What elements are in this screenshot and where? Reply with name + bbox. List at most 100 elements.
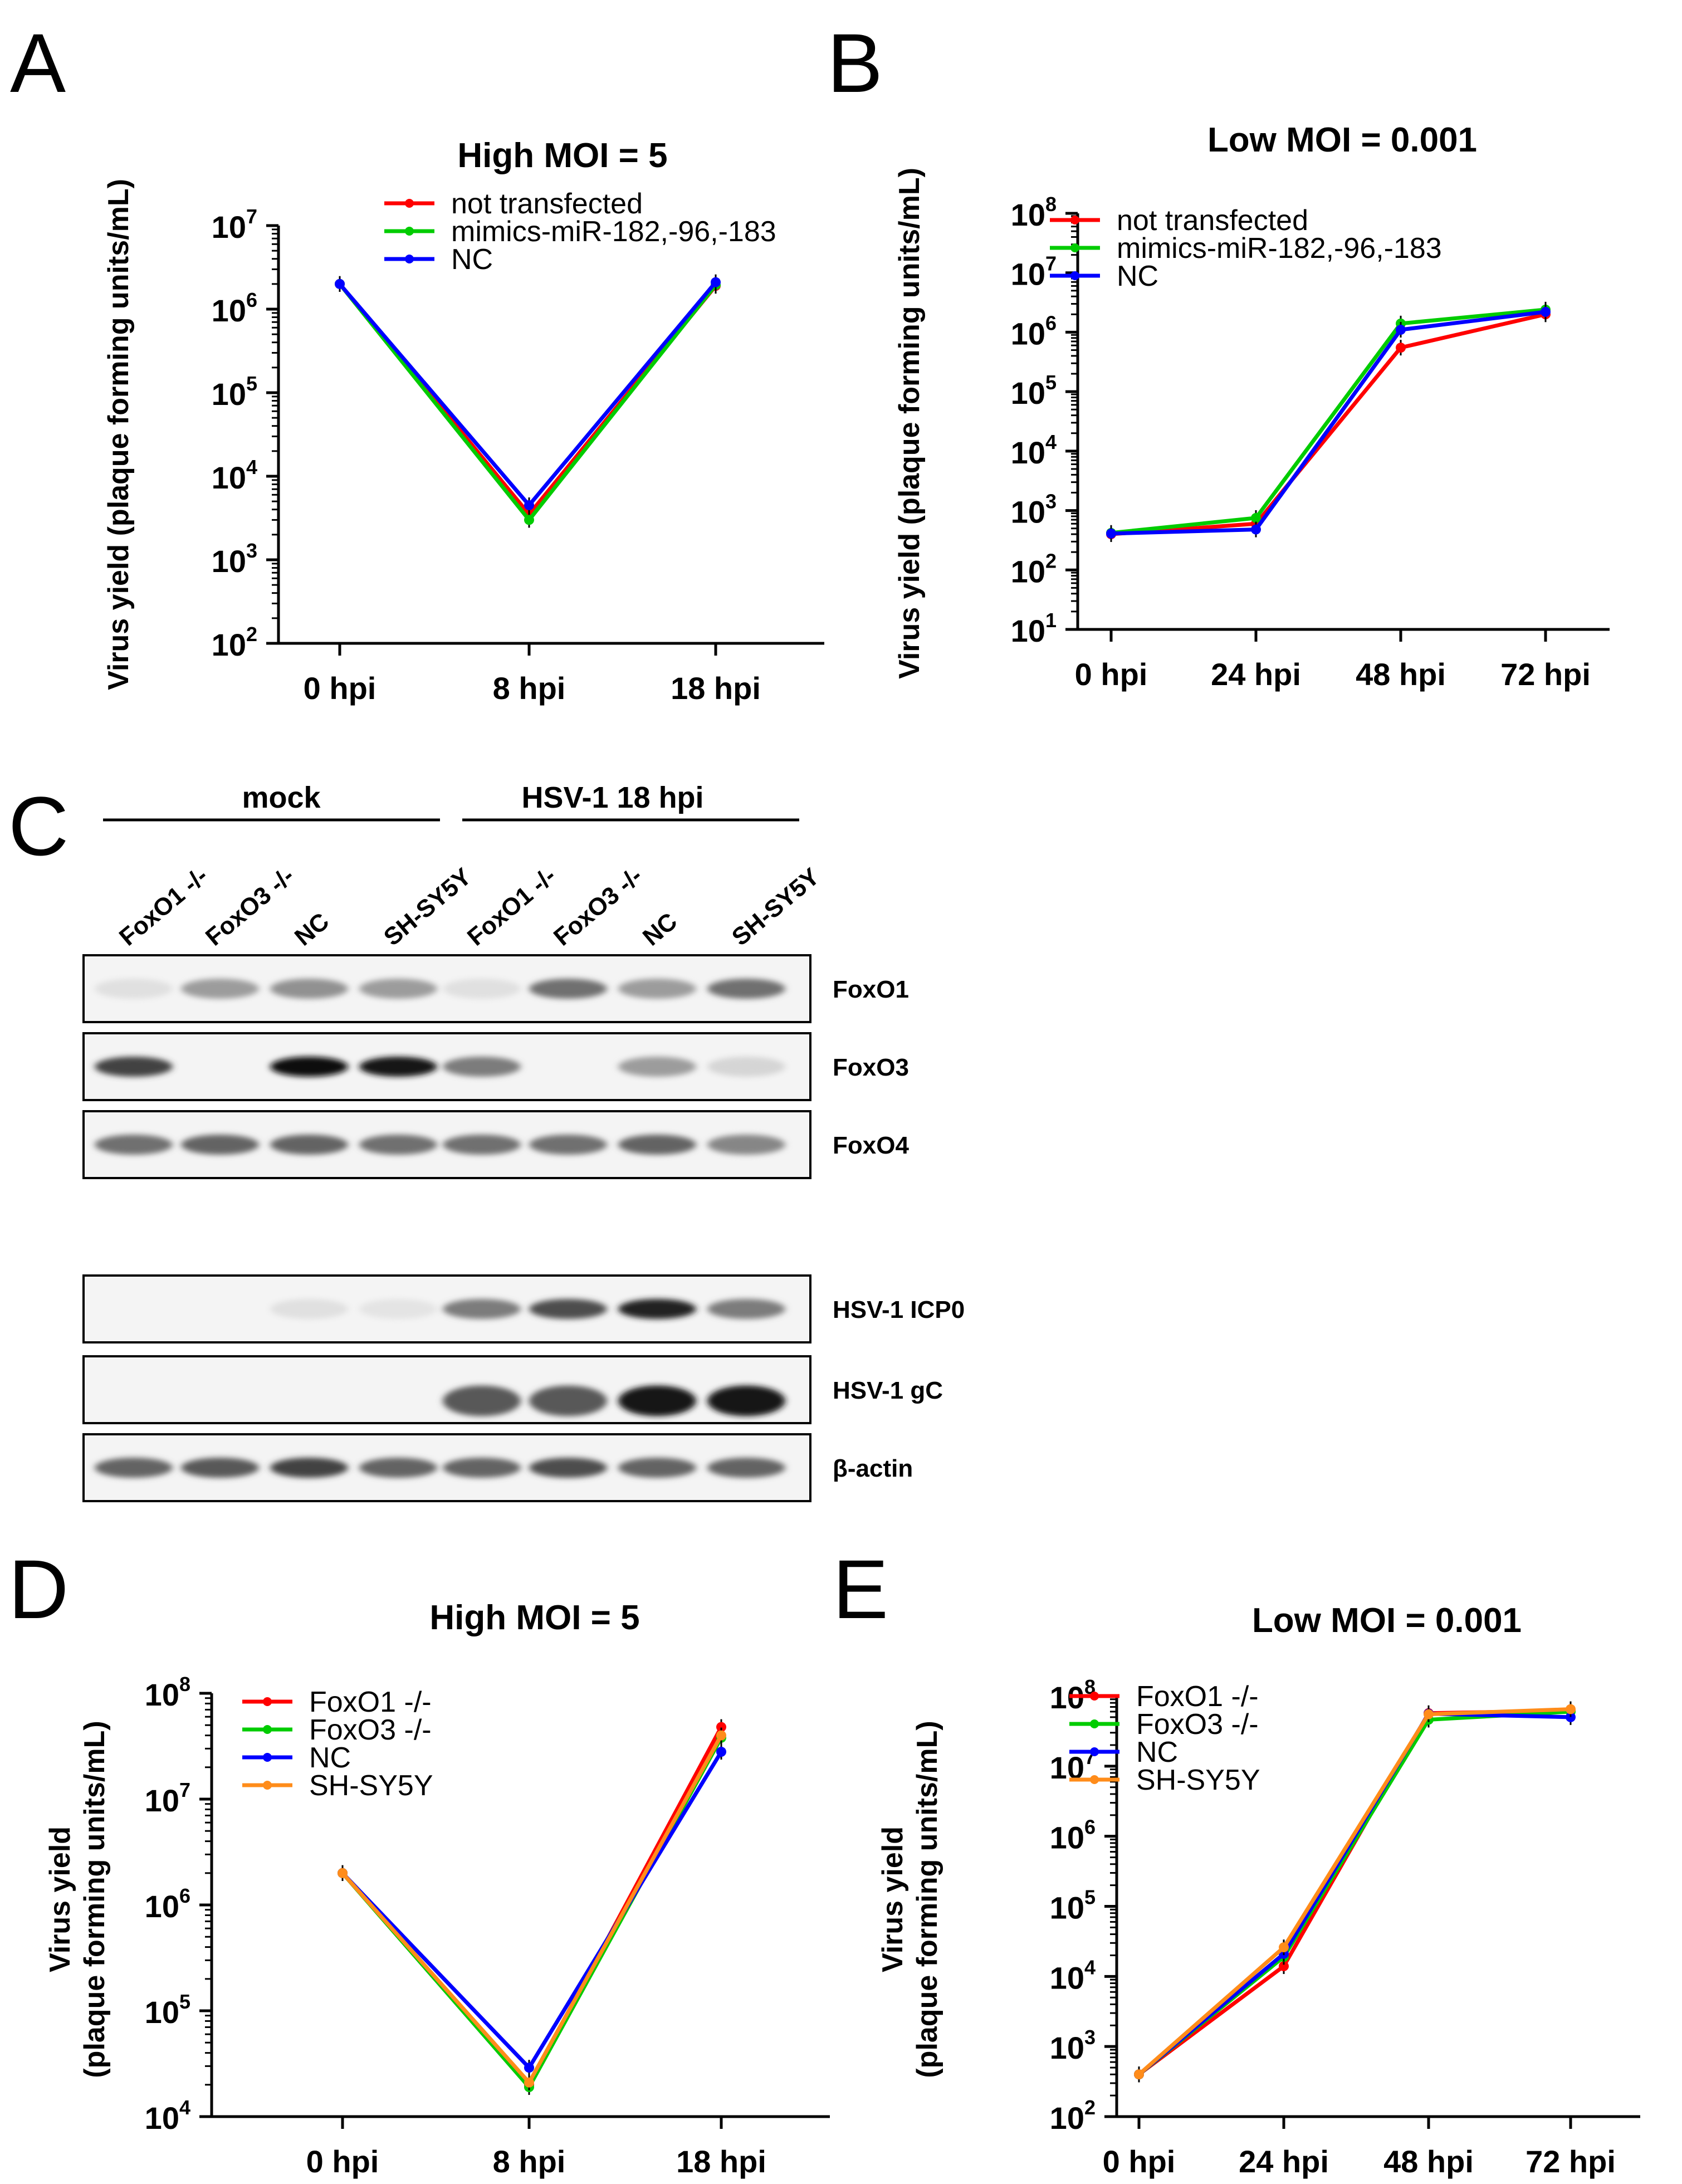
x-tick-label: 0 hpi: [1103, 2144, 1176, 2179]
y-tick-label: 101: [1011, 609, 1057, 648]
blot-band: [443, 1057, 521, 1077]
y-tick-label: 108: [1011, 193, 1057, 232]
y-tick-label: 102: [1050, 2096, 1096, 2136]
blot-band: [270, 979, 348, 999]
blot-band: [529, 1458, 607, 1478]
y-tick-label: 107: [145, 1779, 190, 1818]
y-tick-label: 102: [212, 623, 257, 662]
data-point: [524, 2063, 534, 2073]
series-line: [1111, 307, 1546, 535]
y-tick-label: 103: [1011, 490, 1057, 530]
blot-band: [359, 1135, 437, 1155]
blot-lane-label: FoxO3 -/-: [549, 862, 648, 951]
data-point: [1396, 325, 1406, 335]
data-point: [1106, 528, 1116, 539]
legend-marker: [263, 1753, 272, 1762]
legend-label: mimics-miR-182,-96,-183: [451, 216, 776, 248]
blot-band: [270, 1299, 348, 1319]
legend-label: not transfected: [1117, 204, 1308, 237]
y-axis-label: Virus yield(plaque forming units/mL): [877, 1721, 943, 2078]
series-line: [338, 282, 717, 522]
y-tick-label: 103: [1050, 2026, 1096, 2065]
x-tick-label: 0 hpi: [1075, 657, 1148, 692]
series-line: [338, 282, 717, 516]
blot-band: [618, 1299, 696, 1319]
data-point: [335, 279, 345, 289]
blot-band: [181, 979, 259, 999]
y-tick-label: 102: [1011, 549, 1057, 589]
data-point: [711, 277, 721, 287]
blot-group-hsv: HSV-1 18 hpi: [521, 781, 703, 814]
chart-title: High MOI = 5: [429, 1599, 639, 1637]
legend-marker: [1090, 1747, 1099, 1756]
legend-label: NC: [1136, 1736, 1178, 1768]
blot-lane-label: FoxO3 -/-: [201, 862, 300, 951]
legend-marker: [1070, 243, 1079, 252]
panel-letter-c: C: [8, 779, 69, 873]
x-tick-label: 48 hpi: [1356, 657, 1446, 692]
legend-marker: [405, 255, 414, 263]
data-point: [1279, 1961, 1289, 1971]
y-tick-label: 103: [212, 539, 257, 579]
y-tick-label: 108: [145, 1673, 190, 1712]
blot-band: [443, 979, 521, 999]
data-point: [524, 2077, 534, 2088]
blot-band: [443, 1458, 521, 1478]
data-point: [338, 1868, 348, 1878]
x-tick-label: 24 hpi: [1239, 2144, 1329, 2179]
blot-band: [529, 1385, 607, 1416]
y-tick-label: 107: [212, 205, 257, 245]
blot-lane-label: SH-SY5Y: [379, 863, 477, 951]
chart-title: Low MOI = 0.001: [1252, 1601, 1522, 1640]
legend-label: NC: [1117, 260, 1158, 292]
legend-label: FoxO3 -/-: [309, 1714, 432, 1746]
legend-label: FoxO3 -/-: [1136, 1708, 1259, 1741]
x-tick-label: 24 hpi: [1211, 657, 1301, 692]
blot-band: [529, 1135, 607, 1155]
y-tick-label: 105: [212, 372, 257, 412]
legend-label: not transfected: [451, 188, 643, 220]
y-tick-label: 105: [1050, 1886, 1096, 1926]
blot-band: [707, 1299, 785, 1319]
legend-marker: [1070, 216, 1079, 224]
x-tick-label: 0 hpi: [304, 671, 377, 706]
blot-band: [529, 1299, 607, 1319]
blot-lane-label: FoxO1 -/-: [462, 862, 561, 951]
blot-band: [443, 1385, 521, 1416]
panel-letter-a: A: [10, 16, 66, 110]
legend-marker: [1090, 1719, 1099, 1728]
y-axis-label: Virus yield (plaque forming units/mL): [893, 168, 926, 679]
blot-band: [95, 1057, 173, 1077]
legend-marker: [405, 227, 414, 236]
y-tick-label: 105: [145, 1990, 190, 2030]
blot-band: [359, 1057, 437, 1077]
blot-band: [359, 1458, 437, 1478]
blot-band: [443, 1299, 521, 1319]
y-tick-label: 104: [212, 456, 257, 495]
panel-letter-b: B: [827, 16, 883, 110]
legend-marker: [263, 1725, 272, 1734]
legend-label: SH-SY5Y: [1136, 1764, 1260, 1796]
x-tick-label: 72 hpi: [1525, 2144, 1616, 2179]
blot-lane-label: NC: [290, 907, 334, 951]
chart-a-high-moi: High MOI = 5 102 103 104 105 106 107 0 hpi 8 hpi…: [102, 136, 824, 706]
data-point: [1279, 1942, 1289, 1953]
chart-b-low-moi: Low MOI = 0.001 101 102 103 104 105 106 107 108 0…: [893, 121, 1610, 692]
chart-d-high-moi: High MOI = 5 104 105 106 107 108 0 hpi 8 hpi 18 …: [44, 1599, 830, 2179]
blot-band: [270, 1135, 348, 1155]
x-tick-label: 8 hpi: [493, 671, 566, 706]
panel-letter-d: D: [8, 1542, 69, 1636]
y-axis-label: Virus yield (plaque forming units/mL): [102, 179, 135, 690]
data-point: [716, 1747, 726, 1757]
y-tick-label: 106: [145, 1884, 190, 1924]
y-tick-label: 106: [212, 289, 257, 328]
data-point: [524, 500, 534, 511]
series-line: [1137, 1707, 1571, 2076]
legend-marker: [263, 1697, 272, 1706]
blot-band: [707, 1385, 785, 1416]
x-tick-label: 0 hpi: [306, 2144, 379, 2179]
legend-marker: [405, 199, 414, 208]
blot-row-label: β-actin: [833, 1455, 913, 1482]
blot-row-label: FoxO4: [833, 1132, 909, 1159]
